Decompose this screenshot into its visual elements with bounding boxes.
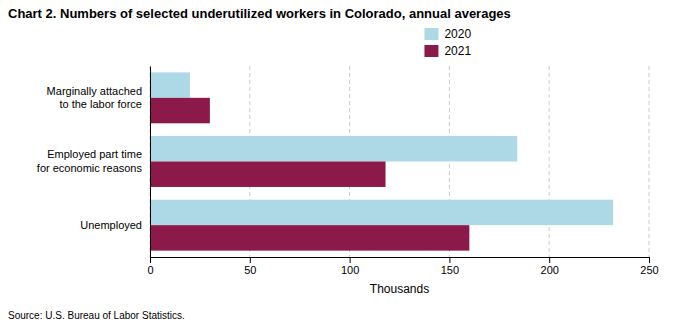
grid (150, 66, 649, 257)
x-tick-mark (649, 257, 650, 263)
plot: 0 50 100 150 200 250 Unemployed Employed part t… (37, 66, 659, 296)
legend-swatch (424, 45, 438, 57)
legend-item: 2020 (424, 27, 471, 41)
bar (150, 200, 613, 225)
bar (150, 225, 469, 250)
y-axis-line (150, 67, 151, 258)
y-tick: Employed part time for economic reasons (37, 148, 143, 173)
bar (150, 98, 210, 123)
x-tick: 200 (541, 257, 559, 276)
bar-series (150, 98, 469, 251)
y-tick: Marginally attachedto the labor force (47, 85, 142, 110)
x-tick-label: 250 (640, 264, 658, 276)
grid-line (649, 66, 650, 257)
bars (150, 72, 613, 250)
grid-line (150, 66, 151, 257)
x-tick-label: 50 (244, 264, 256, 276)
x-tick: 0 (147, 257, 153, 276)
y-tick-label-line: Unemployed (80, 219, 142, 231)
title: Chart 2. Numbers of selected underutiliz… (8, 6, 511, 21)
x-tick-mark (549, 257, 550, 263)
y-tick-label-line: to the labor force (59, 98, 142, 110)
bar (150, 162, 386, 187)
bar (150, 72, 190, 97)
x-tick-label: 150 (441, 264, 459, 276)
x-tick-mark (150, 257, 151, 263)
legend-item: 2021 (424, 44, 471, 58)
x-tick: 50 (244, 257, 256, 276)
y-tick-label: Employed part time for economic reasons (37, 148, 143, 173)
chart: Chart 2. Numbers of selected underutiliz… (0, 0, 673, 327)
annotation: Source: U.S. Bureau of Labor Statistics. (8, 310, 185, 321)
y-tick-label-line: Marginally attached (47, 85, 142, 97)
legend-label: 2021 (444, 44, 471, 58)
x-tick-label: 100 (341, 264, 359, 276)
y-tick-label: Marginally attachedto the labor force (47, 85, 142, 110)
y-tick: Unemployed (80, 219, 142, 231)
y-tick-label-line: Employed part time (47, 148, 142, 160)
x-tick-mark (250, 257, 251, 263)
y-tick-label-line: for economic reasons (37, 162, 143, 174)
grid-line (549, 66, 550, 257)
x-axis-line (151, 258, 650, 264)
x-tick: 100 (341, 257, 359, 276)
legend-swatch (424, 28, 438, 40)
x-axis: 0 50 100 150 200 250 (147, 257, 658, 276)
legend-label: 2020 (444, 27, 471, 41)
x-tick-label: 0 (147, 264, 153, 276)
x-axis-title: Thousands (370, 282, 429, 296)
x-tick-label: 200 (541, 264, 559, 276)
x-tick: 250 (640, 257, 658, 276)
x-tick-mark (449, 257, 450, 263)
bar (150, 136, 517, 161)
x-tick: 150 (441, 257, 459, 276)
legend: 2020 2021 (424, 27, 471, 58)
bar-series (150, 72, 613, 225)
y-axis: Unemployed Employed part time for economic… (37, 67, 151, 258)
x-tick-mark (350, 257, 351, 263)
y-tick-label: Unemployed (80, 219, 142, 231)
